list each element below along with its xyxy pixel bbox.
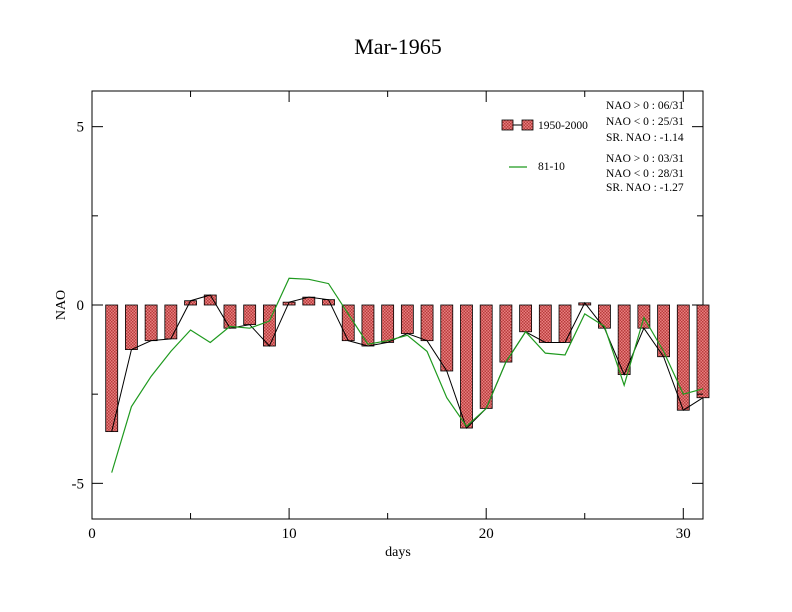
y-tick-label: 0: [77, 298, 85, 314]
x-tick-label: 10: [282, 526, 297, 542]
legend: 1950-2000 81-10: [501, 119, 588, 173]
legend-bar-swatch-left: [501, 119, 514, 131]
bar-day-13: [341, 304, 355, 342]
legend-entry-bars: 1950-2000: [501, 119, 588, 132]
bar-day-22: [519, 304, 533, 333]
x-tick-label: 30: [676, 526, 691, 542]
bar-day-3: [144, 304, 158, 342]
bar-day-31: [696, 304, 710, 399]
bar-day-16: [400, 304, 414, 334]
bar-day-8: [243, 304, 257, 326]
x-tick-label: 20: [479, 526, 494, 542]
stat-nao-positive-1: NAO > 0 : 06/31: [606, 100, 684, 112]
chart-title: Mar-1965: [354, 34, 442, 59]
bars-layer: [105, 294, 710, 433]
y-axis-label: NAO: [54, 290, 69, 320]
bar-day-19: [460, 304, 473, 429]
bar-day-18: [440, 304, 454, 372]
bar-day-4: [164, 304, 178, 340]
stat-nao-negative-1: NAO < 0 : 25/31: [606, 116, 684, 128]
bar-day-26: [598, 304, 611, 329]
bar-day-23: [538, 304, 552, 343]
line-layer: [111, 277, 704, 473]
legend-bar-swatch-right: [521, 119, 534, 131]
series-line-81-10: [111, 277, 704, 473]
bar-day-21: [499, 304, 513, 363]
x-axis-label: days: [385, 545, 411, 560]
stat-nao-positive-2: NAO > 0 : 03/31: [606, 153, 684, 165]
y-tick-label: -5: [72, 476, 85, 492]
axes-layer: 0 10 20 30 -5 0 5: [72, 91, 703, 542]
stat-nao-negative-2: NAO < 0 : 28/31: [606, 168, 684, 180]
stat-sr-nao-1: SR. NAO : -1.14: [606, 132, 684, 144]
bar-day-29: [657, 304, 670, 358]
bar-day-14: [361, 304, 375, 347]
bar-day-20: [479, 304, 493, 409]
legend-entry-line: 81-10: [509, 161, 565, 173]
stats-annotations: NAO > 0 : 06/31 NAO < 0 : 25/31 SR. NAO …: [606, 100, 684, 194]
bar-day-15: [381, 304, 395, 343]
bar-day-7: [223, 304, 237, 329]
stat-sr-nao-2: SR. NAO : -1.27: [606, 182, 684, 194]
legend-label-81-10: 81-10: [538, 161, 565, 173]
bar-day-24: [558, 304, 572, 343]
bar-day-17: [420, 304, 434, 342]
x-tick-label: 0: [88, 526, 96, 542]
bar-day-2: [125, 304, 138, 350]
y-tick-label: 5: [77, 120, 85, 136]
legend-label-1950-2000: 1950-2000: [538, 120, 588, 132]
